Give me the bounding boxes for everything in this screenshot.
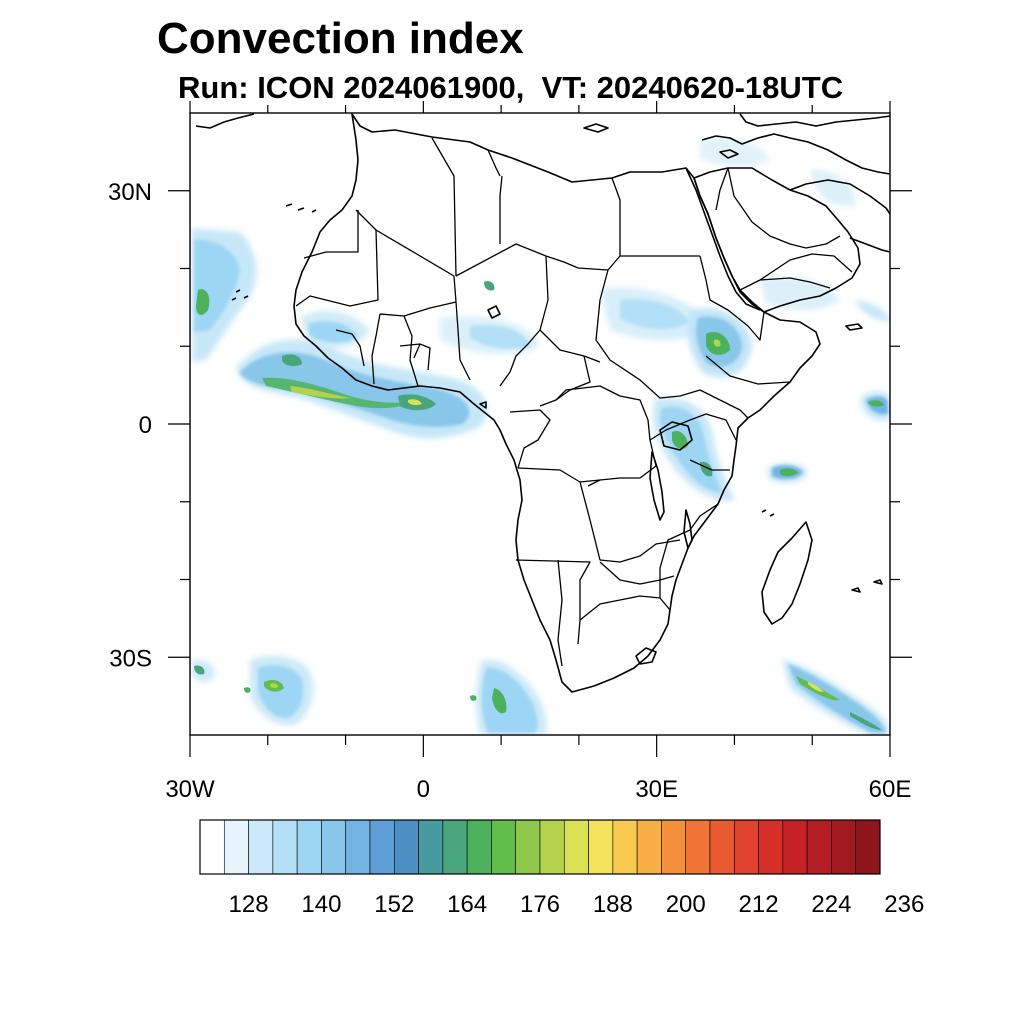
country-borders — [295, 137, 853, 667]
bioko — [479, 401, 487, 409]
colorbar-label: 212 — [739, 891, 779, 918]
axis-tick-labels: 30W 0 30E 60E 30N 0 30S — [108, 179, 911, 803]
mediterranean-north-coast — [701, 133, 890, 175]
lat-tick-label: 30S — [109, 645, 152, 672]
colorbar-swatch — [491, 819, 517, 875]
lat-tick-label: 0 — [139, 412, 152, 439]
colorbar-swatch — [272, 819, 298, 875]
iberia-coast — [195, 113, 255, 129]
colorbar-label: 188 — [593, 891, 633, 918]
lat-tick-label: 30N — [108, 179, 152, 206]
colorbar-swatch — [321, 819, 347, 875]
colorbar-swatch — [296, 819, 322, 875]
madagascar-coastline — [761, 521, 813, 625]
arabia-coastline — [693, 167, 861, 313]
colorbar-swatch — [515, 819, 541, 875]
cyprus — [719, 149, 739, 159]
comoros — [761, 509, 775, 517]
coastlines-and-borders — [195, 113, 890, 693]
field-iran-halo — [810, 169, 856, 207]
colorbar-swatch — [758, 819, 784, 875]
colorbar-swatch — [248, 819, 274, 875]
colorbar-label: 176 — [520, 891, 560, 918]
colorbar-swatch — [588, 819, 614, 875]
chart-subtitle: Run: ICON 2024061900, VT: 20240620-18UTC — [178, 70, 844, 105]
colorbar-swatch — [806, 819, 832, 875]
colorbar-label: 236 — [884, 891, 924, 918]
colorbar-swatch — [831, 819, 857, 875]
lesotho — [635, 647, 657, 665]
colorbar-swatch — [199, 819, 225, 875]
colorbar — [199, 819, 881, 875]
colorbar-labels: 128 140 152 164 176 188 200 212 224 236 — [229, 891, 925, 918]
colorbar-swatch — [733, 819, 759, 875]
turkey-coast — [739, 113, 890, 127]
lake-chad — [487, 305, 501, 319]
lon-tick-label: 60E — [869, 776, 912, 803]
colorbar-swatch — [418, 819, 444, 875]
colorbar-swatch — [345, 819, 371, 875]
colorbar-label: 200 — [666, 891, 706, 918]
colorbar-swatch — [393, 819, 419, 875]
colorbar-label: 164 — [447, 891, 487, 918]
cape-verde — [231, 289, 249, 301]
field-arabian-sea-halo — [855, 300, 890, 322]
colorbar-swatch — [855, 819, 881, 875]
colorbar-label: 128 — [229, 891, 269, 918]
colorbar-swatch — [685, 819, 711, 875]
colorbar-swatch — [709, 819, 735, 875]
chart-title: Convection index — [157, 14, 524, 63]
lon-tick-label: 30E — [635, 776, 678, 803]
colorbar-swatch — [539, 819, 565, 875]
mascarene — [851, 579, 883, 593]
colorbar-swatch — [661, 819, 687, 875]
field-arabia-halo — [760, 276, 840, 311]
colorbar-swatch — [223, 819, 249, 875]
colorbar-outline — [199, 819, 881, 875]
lake-malawi — [683, 509, 693, 549]
persian-gulf-coast — [789, 179, 890, 215]
lake-victoria — [659, 421, 693, 451]
convection-field — [192, 138, 890, 735]
plot-frame — [189, 112, 891, 736]
colorbar-swatch — [369, 819, 395, 875]
colorbar-label: 224 — [811, 891, 851, 918]
red-sea-west-coast — [685, 167, 761, 311]
colorbar-swatch — [563, 819, 589, 875]
crete — [583, 123, 609, 133]
lon-tick-label: 0 — [417, 776, 430, 803]
axis-ticks — [168, 101, 912, 757]
lake-tanganyika — [649, 451, 665, 521]
colorbar-swatch — [466, 819, 492, 875]
colorbar-swatch — [612, 819, 638, 875]
colorbar-label: 152 — [374, 891, 414, 918]
colorbar-swatch — [636, 819, 662, 875]
iran-coast — [849, 237, 890, 253]
colorbar-label: 140 — [301, 891, 341, 918]
socotra — [845, 323, 863, 331]
colorbar-swatch — [442, 819, 468, 875]
lon-tick-label: 30W — [165, 776, 215, 803]
canary-islands — [285, 203, 317, 213]
colorbar-swatch — [782, 819, 808, 875]
